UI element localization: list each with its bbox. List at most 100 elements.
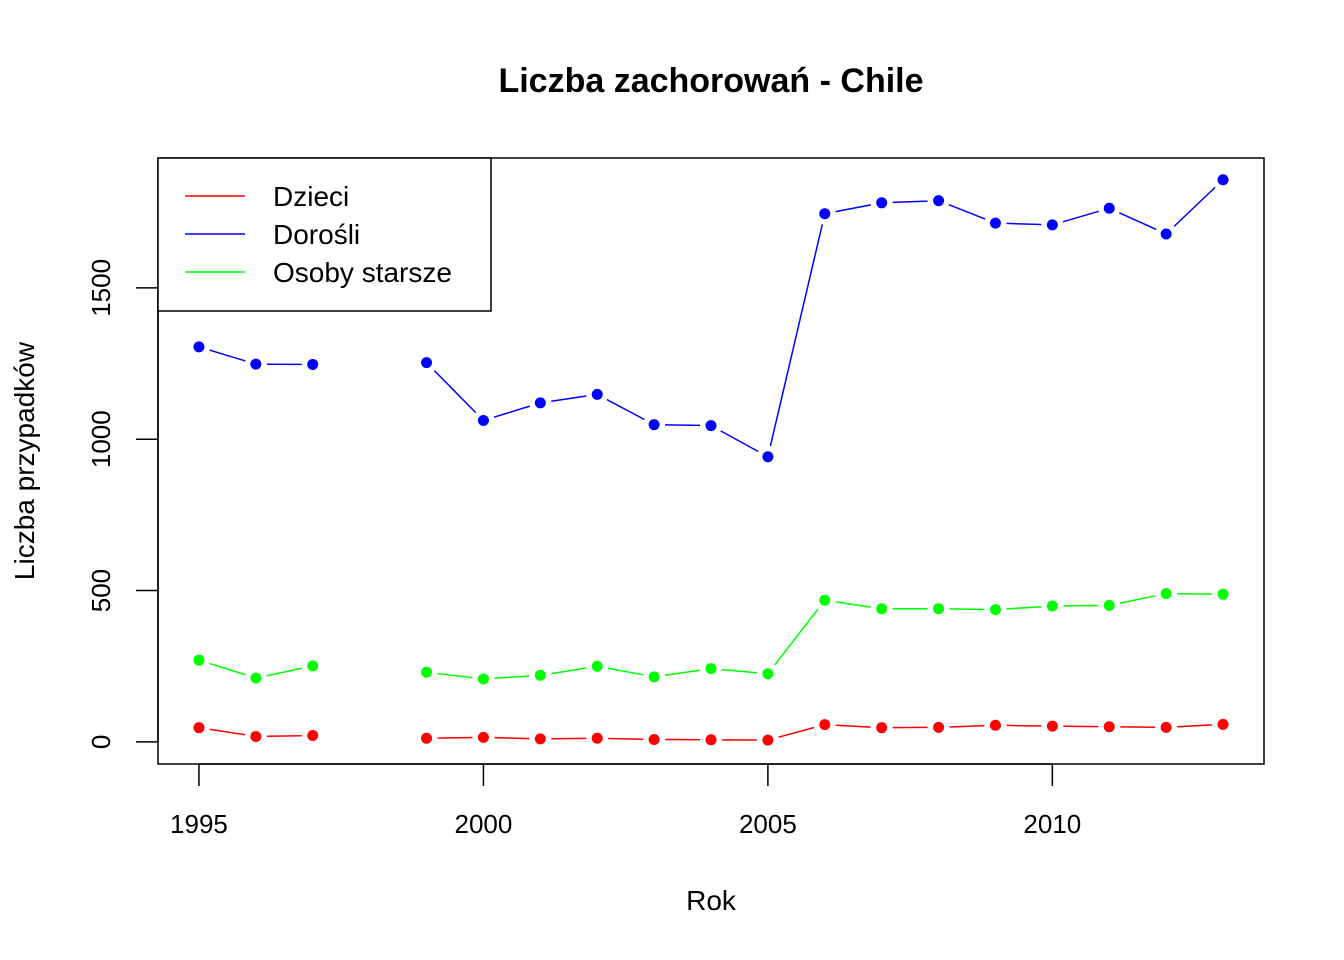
series-line-segment [433, 369, 477, 414]
series-line-segment [948, 204, 986, 220]
series-line-segment [1118, 212, 1157, 231]
series-osoby-starsze [193, 588, 1229, 685]
series-line-segment [835, 204, 872, 213]
data-point [1217, 718, 1229, 730]
data-point [1217, 588, 1229, 600]
data-point [705, 734, 717, 746]
series-line-segment [1062, 210, 1099, 223]
series-line-segment [494, 675, 530, 679]
series-line-segment [892, 200, 928, 204]
data-point [1217, 174, 1229, 186]
x-tick-label: 2000 [455, 809, 513, 839]
x-tick-label: 2010 [1023, 809, 1081, 839]
data-point [307, 660, 319, 672]
data-point [1103, 202, 1115, 214]
series-layer [193, 174, 1229, 746]
series-line-segment [664, 669, 701, 677]
series-line-segment [266, 667, 303, 677]
data-point [477, 731, 489, 743]
y-tick-label: 500 [86, 569, 116, 612]
data-point [193, 722, 205, 734]
series-line-segment [607, 667, 644, 676]
legend: Dzieci Dorośli Osoby starsze [157, 157, 492, 312]
data-point [989, 217, 1001, 229]
data-point [762, 734, 774, 746]
series-line-segment [778, 726, 815, 738]
series-line-segment [606, 398, 645, 421]
series-line-segment [949, 724, 985, 728]
data-point [762, 668, 774, 680]
data-point [591, 660, 603, 672]
data-point [876, 197, 888, 209]
data-point [307, 358, 319, 370]
data-point [250, 730, 262, 742]
series-line-segment [209, 349, 246, 362]
data-point [1160, 228, 1172, 240]
data-point [1046, 219, 1058, 231]
series-line-segment [209, 662, 246, 676]
data-point [193, 341, 205, 353]
data-point [1103, 599, 1115, 611]
data-point [421, 357, 433, 369]
series-line-segment [608, 737, 644, 740]
series-line-segment [665, 424, 701, 427]
y-axis: 0 500 1000 1500 [86, 259, 159, 749]
series-dorośli [193, 174, 1229, 463]
data-point [250, 672, 262, 684]
data-point [933, 603, 945, 615]
series-line-segment [1119, 595, 1156, 604]
data-point [762, 451, 774, 463]
series-line-segment [437, 736, 473, 739]
data-point [534, 733, 546, 745]
y-tick-label: 1500 [86, 259, 116, 317]
data-point [1103, 721, 1115, 733]
data-point [989, 604, 1001, 616]
data-point [591, 732, 603, 744]
legend-label: Osoby starsze [273, 257, 452, 288]
series-line-segment [551, 395, 587, 403]
data-point [648, 733, 660, 745]
data-point [421, 732, 433, 744]
x-axis-label: Rok [686, 885, 737, 916]
series-line-segment [774, 608, 819, 666]
series-line-segment [835, 724, 871, 728]
data-point [819, 594, 831, 606]
data-point [534, 669, 546, 681]
series-dzieci [193, 718, 1229, 746]
data-point [1160, 721, 1172, 733]
series-line-segment [721, 668, 758, 674]
legend-label: Dzieci [273, 181, 349, 212]
data-point [477, 673, 489, 685]
data-point [989, 719, 1001, 731]
series-line-segment [1006, 724, 1042, 727]
data-point [591, 388, 603, 400]
data-point [933, 195, 945, 207]
y-tick-label: 1000 [86, 410, 116, 468]
series-line-segment [493, 405, 531, 418]
series-line-segment [1177, 724, 1213, 728]
data-point [705, 420, 717, 432]
legend-label: Dorośli [273, 219, 360, 250]
series-line-segment [835, 601, 871, 608]
data-point [307, 730, 319, 742]
data-point [648, 419, 660, 431]
data-point [933, 721, 945, 733]
x-axis: 1995 2000 2005 2010 [170, 763, 1081, 839]
x-tick-label: 1995 [170, 809, 228, 839]
data-point [876, 722, 888, 734]
data-point [193, 654, 205, 666]
series-line-segment [1006, 222, 1042, 226]
data-point [534, 397, 546, 409]
series-line-segment [266, 734, 302, 738]
y-tick-label: 0 [86, 735, 116, 749]
series-line-segment [1006, 605, 1042, 610]
data-point [648, 671, 660, 683]
y-axis-label: Liczba przypadków [9, 341, 40, 580]
data-point [819, 719, 831, 731]
data-point [250, 358, 262, 370]
series-line-segment [769, 224, 824, 447]
series-line-segment [720, 430, 759, 453]
series-line-segment [209, 728, 246, 736]
data-point [819, 208, 831, 220]
